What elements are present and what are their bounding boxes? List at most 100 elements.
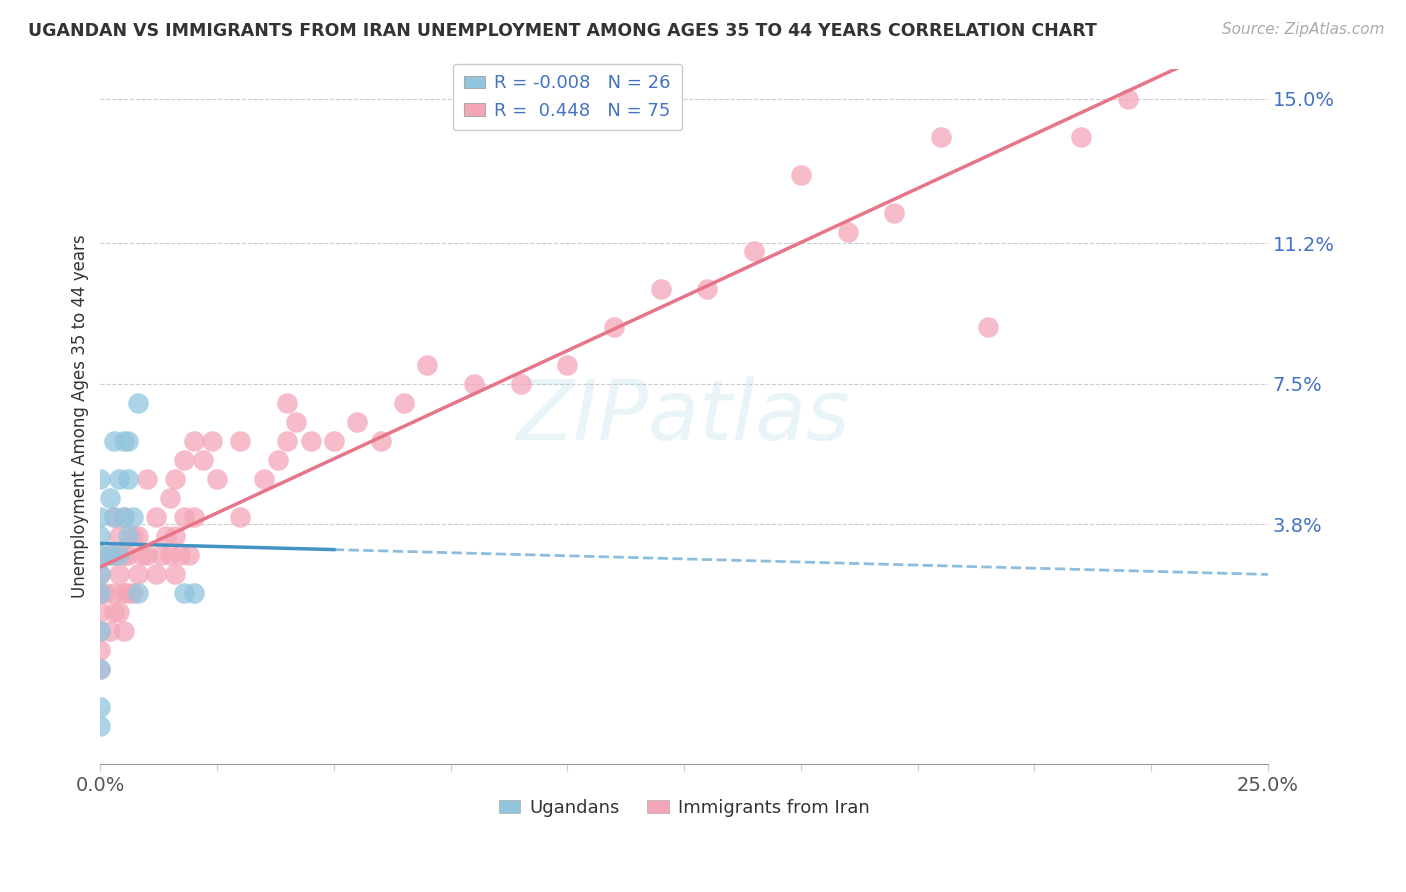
Point [127, 529, 149, 543]
Point [322, 434, 344, 448]
Point [117, 434, 139, 448]
Point [89, 586, 111, 600]
Point [117, 586, 139, 600]
Point [112, 624, 135, 638]
Point [122, 529, 145, 543]
Point [173, 453, 195, 467]
Point [122, 586, 145, 600]
Point [89, 662, 111, 676]
Point [131, 548, 153, 562]
Point [112, 509, 135, 524]
Point [108, 472, 131, 486]
Point [557, 358, 579, 372]
Point [837, 225, 859, 239]
Point [89, 586, 111, 600]
Point [929, 129, 952, 144]
Point [603, 319, 626, 334]
Point [150, 548, 173, 562]
Point [89, 662, 111, 676]
Point [112, 548, 135, 562]
Point [89, 509, 111, 524]
Point [89, 548, 111, 562]
Point [103, 586, 125, 600]
Point [98, 548, 121, 562]
Point [155, 529, 177, 543]
Point [108, 605, 131, 619]
Point [117, 529, 139, 543]
Point [183, 586, 205, 600]
Point [127, 396, 149, 410]
Point [276, 434, 298, 448]
Point [108, 529, 131, 543]
Point [165, 566, 187, 581]
Point [127, 586, 149, 600]
Point [183, 434, 205, 448]
Point [94, 586, 117, 600]
Point [117, 472, 139, 486]
Point [89, 719, 111, 733]
Point [103, 509, 125, 524]
Point [650, 282, 672, 296]
Point [463, 376, 485, 391]
Point [392, 396, 415, 410]
Point [89, 624, 111, 638]
Point [370, 434, 392, 448]
Point [883, 206, 905, 220]
Point [145, 566, 167, 581]
Point [98, 548, 121, 562]
Point [89, 624, 111, 638]
Point [790, 168, 813, 182]
Point [89, 643, 111, 657]
Text: UGANDAN VS IMMIGRANTS FROM IRAN UNEMPLOYMENT AMONG AGES 35 TO 44 YEARS CORRELATI: UGANDAN VS IMMIGRANTS FROM IRAN UNEMPLOY… [28, 22, 1097, 40]
Point [89, 605, 111, 619]
Point [103, 434, 125, 448]
Point [416, 358, 439, 372]
Point [89, 529, 111, 543]
Point [112, 509, 135, 524]
Point [136, 472, 159, 486]
Point [183, 509, 205, 524]
Point [103, 509, 125, 524]
Point [122, 509, 145, 524]
Point [976, 319, 998, 334]
Point [103, 605, 125, 619]
Point [145, 509, 167, 524]
Point [1070, 129, 1092, 144]
Point [696, 282, 718, 296]
Point [742, 244, 765, 258]
Point [89, 699, 111, 714]
Point [165, 529, 187, 543]
Point [117, 548, 139, 562]
Point [98, 624, 121, 638]
Point [229, 434, 252, 448]
Text: ZIPatlas: ZIPatlas [517, 376, 851, 457]
Point [267, 453, 290, 467]
Text: Source: ZipAtlas.com: Source: ZipAtlas.com [1222, 22, 1385, 37]
Point [89, 548, 111, 562]
Point [98, 491, 121, 505]
Point [89, 566, 111, 581]
Point [108, 548, 131, 562]
Point [509, 376, 531, 391]
Point [253, 472, 276, 486]
Point [276, 396, 298, 410]
Point [173, 509, 195, 524]
Point [159, 548, 181, 562]
Point [136, 548, 159, 562]
Point [191, 453, 214, 467]
Point [165, 472, 187, 486]
Point [112, 434, 135, 448]
Legend: Ugandans, Immigrants from Iran: Ugandans, Immigrants from Iran [492, 792, 877, 824]
Point [201, 434, 224, 448]
Point [346, 415, 368, 429]
Point [159, 491, 181, 505]
Point [89, 566, 111, 581]
Point [229, 509, 252, 524]
Point [112, 586, 135, 600]
Point [205, 472, 228, 486]
Point [103, 548, 125, 562]
Point [299, 434, 322, 448]
Point [127, 566, 149, 581]
Point [177, 548, 200, 562]
Point [173, 586, 195, 600]
